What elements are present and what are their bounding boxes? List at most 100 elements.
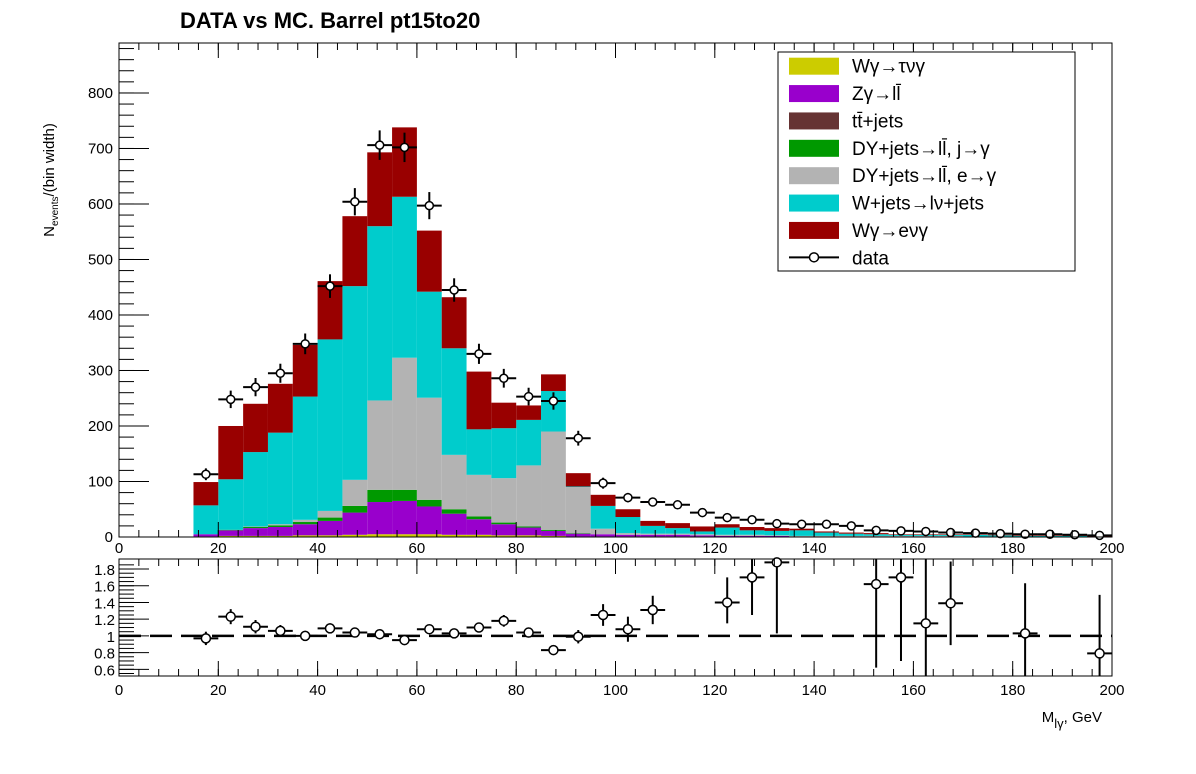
x-tick-label: 40 bbox=[309, 682, 326, 699]
bar-segment bbox=[516, 465, 542, 527]
y-axis-title-rest: /(bin width) bbox=[41, 123, 58, 196]
ratio-data-points bbox=[193, 557, 1112, 676]
ratio-point bbox=[275, 625, 286, 637]
ratio-point bbox=[250, 621, 261, 632]
legend-swatch bbox=[789, 221, 839, 239]
series-5-bars bbox=[193, 196, 1112, 537]
legend-label: Wγ→τνγ bbox=[852, 57, 925, 78]
ratio-x-axis: 0 20 40 60 80 100 120 140 160 180 200 bbox=[115, 559, 1125, 699]
bar-segment bbox=[342, 216, 368, 287]
x-tick-label: 80 bbox=[508, 682, 525, 699]
data-point bbox=[672, 500, 683, 510]
ratio-point bbox=[746, 572, 758, 583]
legend-swatch bbox=[789, 167, 839, 185]
bar-segment bbox=[689, 526, 715, 532]
bar-segment bbox=[565, 533, 591, 537]
series-3-bars bbox=[218, 489, 591, 534]
bar-segment bbox=[516, 405, 542, 420]
ratio-point bbox=[771, 557, 783, 568]
bar-segment bbox=[541, 529, 566, 531]
bar-segment bbox=[317, 510, 343, 518]
legend-swatch bbox=[789, 57, 839, 75]
ratio-point bbox=[597, 609, 609, 621]
series-1-bars bbox=[193, 500, 1013, 537]
ratio-point bbox=[399, 634, 410, 646]
bar-segment bbox=[267, 535, 293, 537]
bar-segment bbox=[541, 374, 566, 392]
ratio-point bbox=[1019, 628, 1031, 639]
bar-segment bbox=[764, 530, 790, 536]
bar-segment bbox=[193, 482, 219, 506]
data-point bbox=[1020, 529, 1030, 539]
data-point bbox=[474, 349, 484, 359]
bar-segment bbox=[689, 535, 715, 537]
bar-segment bbox=[814, 531, 839, 533]
bar-segment bbox=[243, 535, 268, 537]
bar-segment bbox=[838, 533, 864, 536]
data-point bbox=[573, 433, 584, 443]
ratio-point bbox=[299, 630, 311, 642]
ratio-point bbox=[349, 627, 361, 638]
bar-segment bbox=[665, 528, 690, 534]
y-axis-title-main: N bbox=[41, 226, 58, 237]
bar-segment bbox=[640, 533, 666, 535]
bar-segment bbox=[714, 524, 740, 528]
bar-segment bbox=[491, 478, 517, 523]
bar-segment bbox=[292, 396, 318, 520]
data-point bbox=[499, 373, 509, 384]
x-tick-label: 60 bbox=[409, 682, 426, 699]
ratio-point bbox=[200, 633, 212, 644]
data-point bbox=[424, 200, 435, 211]
y-tick-label: 400 bbox=[88, 307, 113, 324]
data-point bbox=[697, 507, 708, 518]
bar-segment bbox=[367, 226, 393, 401]
data-point bbox=[399, 142, 410, 153]
legend-label: W+jets→lν+jets bbox=[852, 194, 984, 215]
x-tick-label: 160 bbox=[901, 682, 926, 699]
ratio-y-tick-label: 0.6 bbox=[94, 662, 115, 679]
ratio-point bbox=[374, 628, 385, 640]
bar-segment bbox=[541, 535, 566, 537]
bar-segment bbox=[317, 517, 343, 521]
ratio-point bbox=[324, 623, 336, 634]
data-point bbox=[921, 526, 931, 537]
main-stacked-histogram bbox=[193, 127, 1112, 537]
main-x-axis: 0 20 40 60 80 100 120 140 160 180 200 bbox=[115, 43, 1125, 557]
ratio-point bbox=[945, 598, 956, 609]
bar-segment bbox=[491, 535, 517, 537]
x-tick-label: 60 bbox=[409, 540, 426, 557]
legend-marker bbox=[808, 252, 820, 263]
main-y-axis-title: Nevents/(bin width) bbox=[41, 123, 61, 237]
data-point bbox=[325, 281, 335, 291]
y-tick-label: 700 bbox=[88, 140, 113, 157]
bar-segment bbox=[615, 534, 641, 537]
data-point bbox=[598, 478, 608, 488]
bar-segment bbox=[342, 505, 368, 513]
x-tick-label: 0 bbox=[115, 682, 123, 699]
bar-segment bbox=[615, 509, 641, 518]
y-tick-label: 200 bbox=[88, 418, 113, 435]
bar-segment bbox=[342, 479, 368, 506]
legend: Wγ→τνγ Zγ→ll̄ tt̄+jets DY+jets→ll̄, j→γ DY+j… bbox=[777, 51, 1076, 272]
bar-segment bbox=[441, 297, 467, 349]
bar-segment bbox=[243, 403, 268, 453]
legend-label: Zγ→ll̄ bbox=[852, 84, 902, 105]
bar-segment bbox=[689, 531, 715, 535]
bar-segment bbox=[416, 499, 442, 507]
ratio-point bbox=[573, 631, 584, 642]
bar-segment bbox=[466, 519, 492, 535]
bar-segment bbox=[764, 535, 790, 536]
bar-segment bbox=[243, 526, 268, 528]
bar-segment bbox=[615, 517, 641, 534]
x-tick-label: 100 bbox=[603, 540, 628, 557]
data-point bbox=[995, 528, 1006, 539]
bar-segment bbox=[814, 535, 839, 537]
x-axis-title-sub: lγ bbox=[1054, 716, 1064, 731]
series-6-bars bbox=[193, 127, 1112, 537]
legend-label: data bbox=[852, 248, 889, 269]
bar-segment bbox=[392, 489, 417, 501]
bar-segment bbox=[739, 535, 765, 537]
bar-segment bbox=[516, 419, 542, 466]
bar-segment bbox=[714, 534, 740, 536]
bar-segment bbox=[466, 534, 492, 537]
